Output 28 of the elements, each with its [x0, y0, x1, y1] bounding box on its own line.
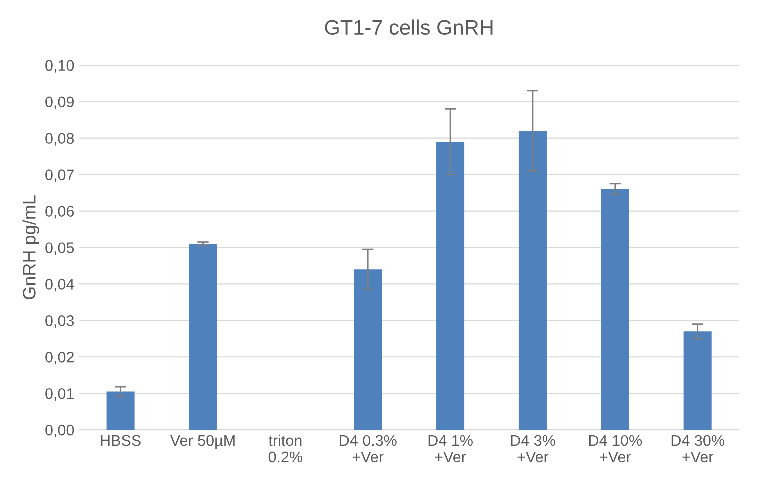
x-tick-label: HBSS [101, 435, 141, 446]
x-tick-label: D4 10% +Ver [589, 435, 642, 463]
bar [684, 332, 712, 430]
y-tick-label: 0,00 [46, 424, 74, 438]
bar [518, 131, 547, 430]
y-tick-label: 0,07 [46, 170, 74, 182]
y-tick-label: 0,01 [46, 388, 74, 402]
x-tick-label: D4 1% +Ver [428, 435, 473, 463]
bar [354, 270, 382, 430]
x-tick-label: D4 3% +Ver [511, 435, 556, 463]
bar [106, 392, 135, 430]
y-tick-label: 0,05 [46, 242, 74, 256]
bar [189, 244, 218, 430]
bar [601, 189, 630, 430]
y-tick-label: 0,10 [46, 60, 74, 73]
y-tick-label: 0,06 [46, 206, 74, 219]
y-tick-label: 0,08 [46, 133, 74, 146]
y-tick-label: 0,09 [46, 96, 74, 110]
y-tick-label: 0,02 [46, 352, 74, 365]
y-tick-label: 0,03 [46, 316, 74, 328]
bar [436, 142, 465, 430]
y-tick-label: 0,04 [46, 279, 74, 292]
chart-title: GT1-7 cells GnRH [325, 20, 493, 36]
x-tick-label: D4 0.3% +Ver [340, 435, 397, 463]
x-tick-label: D4 30% +Ver [672, 435, 724, 463]
x-tick-label: Ver 50µM [170, 435, 235, 450]
x-tick-label: triton 0.2% [268, 434, 303, 463]
y-axis-title: GnRH pg/mL [22, 196, 40, 300]
